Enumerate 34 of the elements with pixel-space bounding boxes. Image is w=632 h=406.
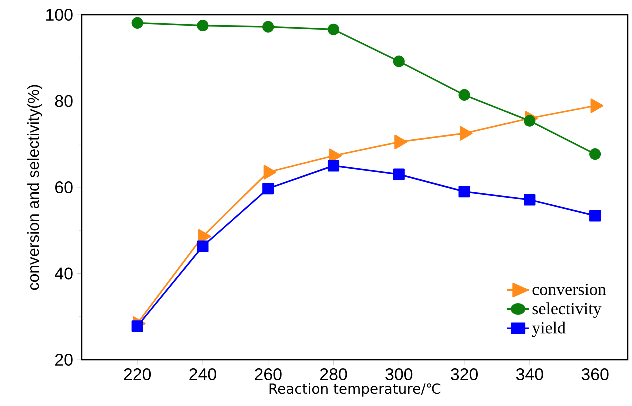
x-tick-label: 220	[124, 368, 152, 380]
legend-label: conversion	[532, 284, 606, 296]
point	[524, 194, 536, 206]
point	[262, 183, 274, 195]
legend-label: selectivity	[532, 302, 602, 318]
point	[262, 21, 274, 33]
point	[458, 186, 470, 198]
point	[328, 160, 340, 172]
y-tick-label: 80	[55, 95, 73, 108]
x-tick-label: 360	[582, 368, 609, 380]
x-tick-label: 260	[255, 368, 282, 380]
point	[197, 20, 209, 32]
point	[458, 89, 470, 101]
legend-label: yield	[532, 322, 566, 338]
x-tick-label: 240	[190, 368, 216, 380]
point	[393, 168, 405, 180]
point	[132, 17, 144, 29]
y-tick-label: 60	[56, 182, 73, 194]
y-tick-label: 40	[55, 268, 73, 280]
y-tick-label: 20	[56, 354, 73, 366]
point	[328, 24, 340, 36]
x-tick-label: 320	[451, 368, 478, 380]
point	[197, 240, 209, 252]
point	[132, 320, 144, 332]
x-tick-label: 280	[320, 368, 348, 380]
x-axis-title: Reaction temperature/℃	[270, 383, 441, 397]
x-tick-label: 300	[386, 368, 413, 380]
point	[590, 148, 602, 160]
point	[393, 56, 405, 68]
point	[590, 210, 602, 222]
y-tick-label: 100	[46, 9, 73, 21]
point	[524, 115, 536, 127]
y-axis-title: conversion and selectivity(%)	[28, 85, 42, 290]
x-tick-label: 340	[516, 368, 544, 380]
